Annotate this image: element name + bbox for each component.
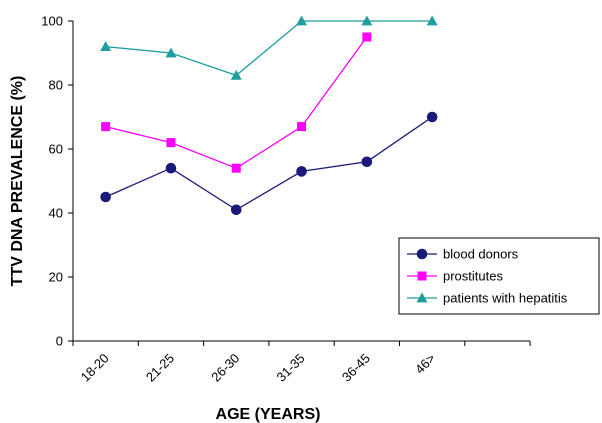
data-point <box>231 163 241 173</box>
x-tick-label: 36-45 <box>339 351 373 385</box>
legend-label: patients with hepatitis <box>443 291 568 306</box>
legend-label: blood donors <box>443 247 519 262</box>
legend-item: patients with hepatitis <box>407 291 568 306</box>
data-point <box>230 69 242 80</box>
data-point <box>297 122 307 132</box>
series-patients-with-hepatitis <box>100 15 438 80</box>
axes: 0 20 40 60 80 100 18-20 21-25 26-30 31-35 36-45 46… <box>41 14 531 385</box>
series-layer <box>100 15 438 216</box>
y-tick-label: 60 <box>49 142 63 157</box>
y-tick-label: 0 <box>56 334 63 349</box>
series-line <box>105 116 433 211</box>
data-point <box>100 191 111 203</box>
data-point <box>230 204 242 216</box>
series-line <box>105 20 433 77</box>
data-point <box>362 32 372 42</box>
x-axis-ticks: 18-20 21-25 26-30 31-35 36-45 46> <box>72 341 531 385</box>
data-point <box>361 156 373 168</box>
data-point <box>426 111 438 123</box>
legend-marker <box>416 292 428 303</box>
legend-marker <box>417 271 427 281</box>
data-point <box>296 166 307 177</box>
data-point <box>101 122 111 132</box>
y-tick-label: 40 <box>49 206 63 221</box>
x-axis-title: AGE (YEARS) <box>216 406 321 423</box>
x-tick-label: 21-25 <box>143 351 177 385</box>
y-tick-label: 80 <box>49 78 63 93</box>
y-tick-label: 100 <box>41 14 63 29</box>
data-point <box>296 15 308 26</box>
y-axis-title: TTV DNA PREVALENCE (%) <box>9 76 26 287</box>
series-blood-donors <box>100 111 438 216</box>
series-prostitutes <box>101 32 372 173</box>
data-point <box>165 47 177 58</box>
legend-item: blood donors <box>407 247 519 262</box>
legend-label: prostitutes <box>443 269 503 284</box>
x-tick-label: 18-20 <box>78 351 112 385</box>
legend-item: prostitutes <box>407 269 503 284</box>
legend-marker <box>416 248 428 260</box>
data-point <box>361 15 373 26</box>
x-tick-label: 26-30 <box>208 351 242 385</box>
data-point <box>165 162 177 174</box>
data-point <box>100 41 112 51</box>
series-line <box>105 36 368 169</box>
legend: blood donors prostitutes patients with hep… <box>398 237 600 315</box>
data-point <box>426 15 438 26</box>
y-tick-label: 20 <box>49 270 63 285</box>
y-axis-ticks: 0 20 40 60 80 100 <box>41 14 73 349</box>
x-tick-label: 31-35 <box>274 351 308 385</box>
data-point <box>166 138 176 148</box>
x-tick-label: 46> <box>412 351 438 377</box>
